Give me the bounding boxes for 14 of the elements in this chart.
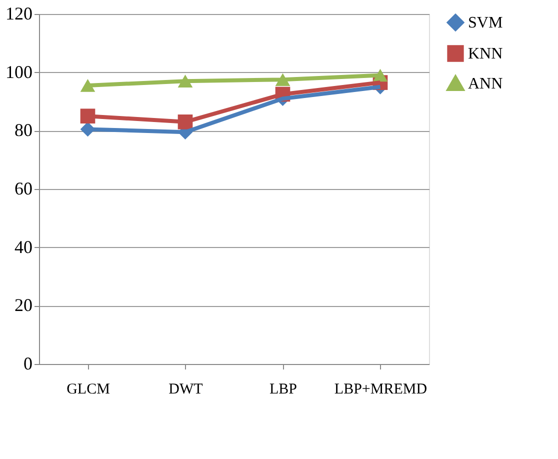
y-tick-label: 60 (14, 178, 32, 198)
y-tick-label: 40 (14, 236, 32, 257)
x-tick-label: LBP (269, 382, 298, 398)
legend-label: SVM (468, 14, 503, 32)
legend-label: ANN (468, 76, 504, 92)
y-tick-label: 20 (14, 295, 32, 316)
y-tick-label: 80 (14, 120, 32, 140)
y-tick-label: 120 (6, 4, 32, 24)
y-tick-label: 100 (6, 62, 32, 82)
x-tick-label: DWT (168, 382, 203, 398)
x-tick-label: GLCM (66, 382, 110, 398)
legend-label: KNN (468, 46, 504, 62)
x-tick-label: LBP+MREMD (334, 382, 428, 398)
y-tick-label: 0 (24, 354, 32, 374)
